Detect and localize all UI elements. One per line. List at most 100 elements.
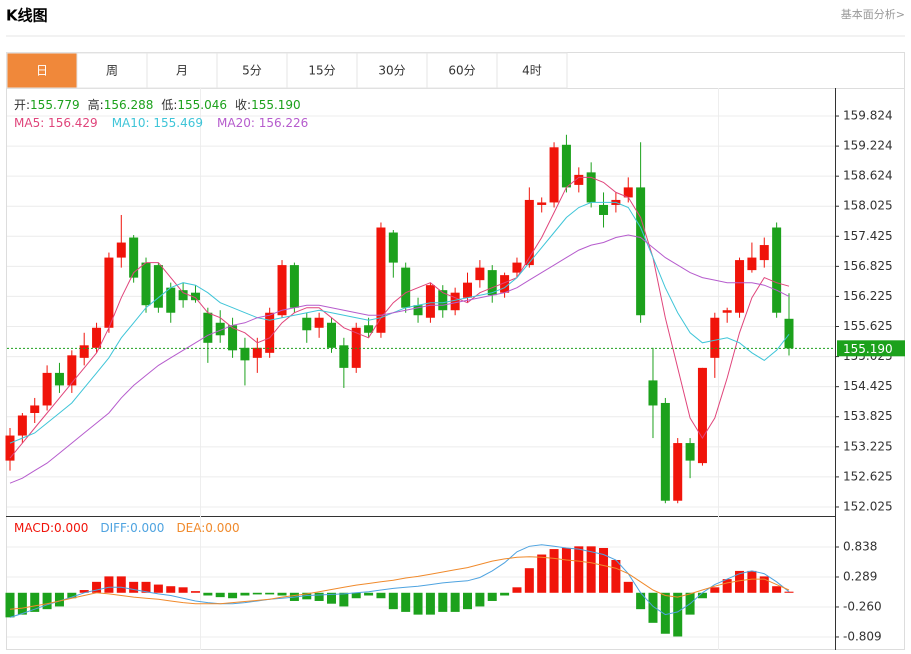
y-tick-label: 0.289 xyxy=(843,569,877,583)
macd-bar xyxy=(611,559,621,593)
macd-bar xyxy=(759,576,769,593)
y-tick-label: 0.838 xyxy=(843,539,877,553)
candle-body xyxy=(450,292,460,311)
macd-bar xyxy=(314,592,324,601)
tab-label[interactable]: 5分 xyxy=(242,64,262,78)
macd-bar xyxy=(178,587,188,593)
candle-body xyxy=(17,415,27,436)
tab[interactable] xyxy=(496,52,568,89)
macd-bar xyxy=(326,592,336,604)
candle-body xyxy=(772,227,782,313)
macd-bar xyxy=(190,591,200,593)
macd-bar xyxy=(339,592,349,607)
candle-body xyxy=(178,290,188,301)
candle-body xyxy=(475,267,485,281)
y-tick-label: 153.825 xyxy=(843,409,893,423)
tab-label[interactable]: 日 xyxy=(36,64,48,78)
macd-bar xyxy=(277,592,287,596)
macd-bar xyxy=(697,592,707,599)
macd-bar xyxy=(240,592,250,596)
candle-body xyxy=(228,325,238,351)
tab-label[interactable]: 60分 xyxy=(448,64,475,78)
tab-label[interactable]: 月 xyxy=(176,64,188,78)
tab-label[interactable]: 30分 xyxy=(378,64,405,78)
macd-bar xyxy=(376,592,386,599)
macd-bar xyxy=(500,592,510,596)
indicator-line xyxy=(9,201,790,444)
candle-body xyxy=(203,312,213,343)
candle-body xyxy=(190,292,200,301)
macd-bar xyxy=(104,576,114,593)
panel-border xyxy=(6,52,905,650)
macd-bar xyxy=(413,592,423,615)
info-label: 低: xyxy=(161,98,177,112)
candle-body xyxy=(722,310,732,313)
y-tick-label: 152.025 xyxy=(843,499,893,513)
candle-body xyxy=(463,282,473,298)
macd-bar xyxy=(351,592,361,599)
tab[interactable] xyxy=(216,52,288,89)
candle-body xyxy=(697,367,707,464)
macd-bar xyxy=(166,586,176,593)
tab-label[interactable]: 周 xyxy=(106,64,118,78)
macd-bar xyxy=(735,570,745,593)
tab-label[interactable]: 15分 xyxy=(308,64,335,78)
info-value: 155.046 xyxy=(177,98,227,112)
y-tick-label: 158.025 xyxy=(843,199,893,213)
candle-body xyxy=(141,262,151,306)
y-tick-label: 158.624 xyxy=(843,169,893,183)
candle-body xyxy=(586,172,596,203)
candle-body xyxy=(735,260,745,313)
info-label: 高: xyxy=(88,97,104,112)
candle-body xyxy=(314,317,324,328)
candle-body xyxy=(79,345,89,358)
macd-bar xyxy=(487,592,497,601)
macd-bar xyxy=(30,592,40,612)
tab[interactable] xyxy=(286,52,358,89)
candle-body xyxy=(500,275,510,293)
candle-body xyxy=(351,327,361,368)
macd-bar xyxy=(599,547,609,593)
macd-bar xyxy=(302,592,312,600)
macd-bar xyxy=(92,581,102,593)
candle-body xyxy=(153,265,163,308)
candle-body xyxy=(302,317,312,331)
candle-body xyxy=(747,257,757,271)
tab[interactable] xyxy=(6,52,78,89)
y-tick-label: 155.625 xyxy=(843,319,893,333)
macd-bar xyxy=(67,592,77,599)
candle-body xyxy=(487,270,497,296)
ma-legend: MA5: 156.429 MA10: 155.469 MA20: 156.226 xyxy=(14,116,308,130)
candle-body xyxy=(215,322,225,336)
tab[interactable] xyxy=(426,52,498,89)
candle-body xyxy=(289,265,299,308)
macd-bar xyxy=(648,592,658,623)
macd-bar xyxy=(512,587,522,593)
candle-body xyxy=(5,435,15,461)
tab[interactable] xyxy=(356,52,428,89)
macd-bar xyxy=(537,554,547,593)
macd-bar xyxy=(710,587,720,593)
legend-entry: MA10: 155.469 xyxy=(112,116,203,130)
candle-body xyxy=(129,237,139,278)
fundamental-link[interactable]: 基本面分析> xyxy=(841,7,905,21)
candle-body xyxy=(265,312,275,353)
macd-bar xyxy=(228,592,238,599)
y-tick-label: 156.225 xyxy=(843,289,893,303)
macd-bar xyxy=(463,592,473,610)
macd-bar xyxy=(660,592,670,634)
tab-label[interactable]: 4时 xyxy=(522,64,542,78)
candle-body xyxy=(339,345,349,368)
candle-body xyxy=(599,204,609,215)
candle-body xyxy=(759,245,769,261)
candle-body xyxy=(648,380,658,406)
macd-bar xyxy=(141,581,151,593)
page-title: K线图 xyxy=(6,7,48,25)
macd-bar xyxy=(722,579,732,593)
candle-body xyxy=(425,285,435,318)
candle-body xyxy=(104,257,114,328)
macd-bar xyxy=(252,592,262,595)
macd-bar xyxy=(129,581,139,593)
indicator-line xyxy=(9,176,790,459)
macd-bar xyxy=(364,592,374,596)
